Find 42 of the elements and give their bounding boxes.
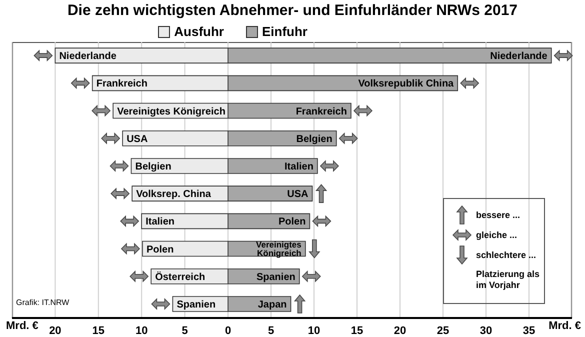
y-tick-label: Belgien xyxy=(296,134,332,145)
y-tick-label: Spanien xyxy=(176,299,216,310)
x-tick-label: 30 xyxy=(480,324,492,337)
y-tick-label: Niederlande xyxy=(490,51,548,62)
x-tick-label: 15 xyxy=(350,324,364,337)
y-tick-label: Vereinigtes Königreich xyxy=(117,106,226,118)
y-tick-label: Niederlande xyxy=(59,51,117,62)
legend-label: Einfuhr xyxy=(262,24,308,39)
x-tick-label: 5 xyxy=(268,324,274,337)
y-tick-label: USA xyxy=(126,134,148,145)
x-tick-label: 20 xyxy=(49,324,62,337)
x-tick-label: 10 xyxy=(308,324,320,337)
x-tick-label: 35 xyxy=(522,324,536,337)
y-tick-label: Vereinigtes Königreich xyxy=(256,239,302,258)
annotation: Platzierung als im Vorjahr xyxy=(476,269,540,291)
x-tick-label: 25 xyxy=(436,324,450,337)
y-tick-label: USA xyxy=(287,189,308,200)
y-tick-label: Polen xyxy=(278,216,306,228)
y-tick-label: Spanien xyxy=(256,272,296,283)
y-tick-label: Italien xyxy=(146,216,175,228)
y-tick-label: Frankreich xyxy=(296,106,347,118)
y-tick-label: Japan xyxy=(258,299,287,310)
annotation: bessere ... xyxy=(476,210,520,220)
legend-label: Ausfuhr xyxy=(174,24,224,39)
x-tick-label: 15 xyxy=(92,324,105,337)
annotation: Grafik: IT.NRW xyxy=(16,298,70,307)
x-axis-title: Mrd. € xyxy=(6,320,38,332)
y-tick-label: Frankreich xyxy=(96,78,148,90)
y-tick-label: Volksrep. China xyxy=(136,189,212,200)
text: Die zehn wichtigsten Abnehmer- und Einfuhrländer NRWs 2017 xyxy=(66,2,519,19)
x-tick-label: 0 xyxy=(224,324,232,337)
x-tick-label: 20 xyxy=(394,324,406,337)
y-tick-label: Volksrepublik China xyxy=(358,78,454,90)
y-tick-label: Polen xyxy=(146,244,174,256)
x-tick-label: 5 xyxy=(182,324,188,337)
y-tick-label: Belgien xyxy=(135,161,172,172)
y-tick-label: Italien xyxy=(284,161,314,172)
x-tick-label: 10 xyxy=(135,324,148,337)
annotation: schlechtere ... xyxy=(476,250,536,260)
x-axis-title: Mrd. € xyxy=(548,320,581,332)
annotation: gleiche ... xyxy=(476,230,518,240)
y-tick-label: Österreich xyxy=(155,270,206,283)
